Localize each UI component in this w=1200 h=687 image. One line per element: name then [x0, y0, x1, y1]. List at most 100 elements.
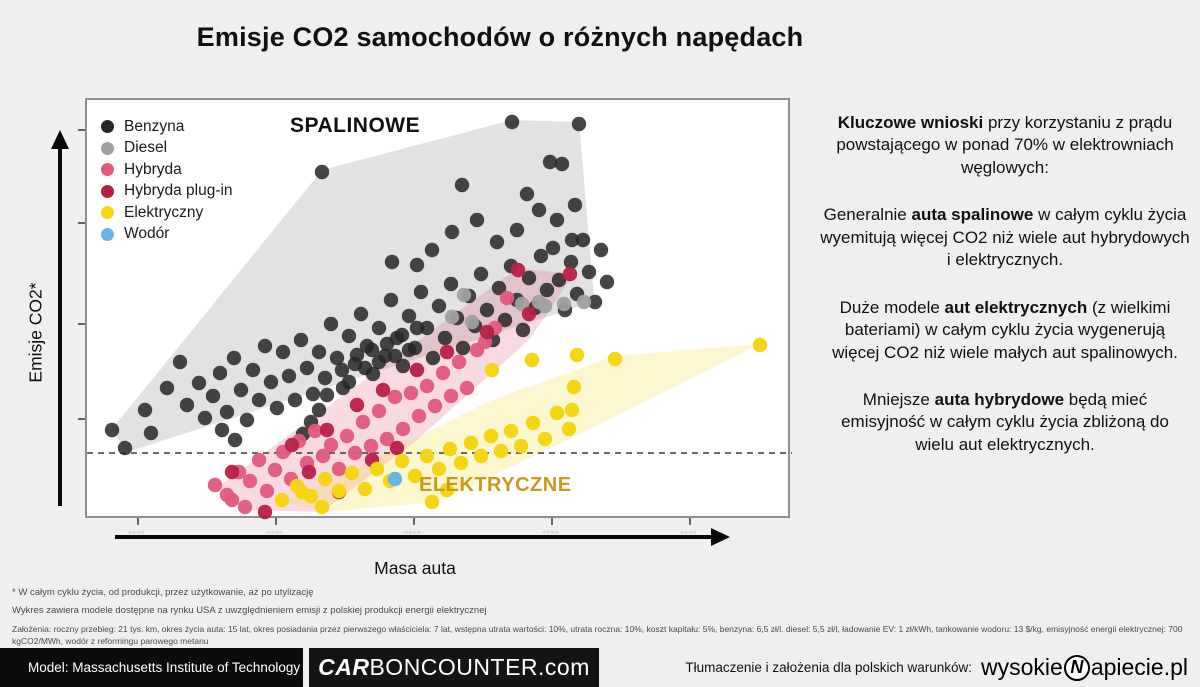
data-point-elektryczny	[569, 347, 585, 363]
data-point-benzyna	[104, 422, 120, 438]
data-point-benzyna	[531, 202, 547, 218]
legend-label: Elektryczny	[124, 203, 204, 221]
data-point-hybryda	[387, 389, 403, 405]
data-point-benzyna	[454, 177, 470, 193]
key-findings-panel: Kluczowe wnioski przy korzystaniu z prąd…	[820, 112, 1190, 481]
data-point-elektryczny	[483, 428, 499, 444]
legend-label: Diesel	[124, 139, 168, 157]
data-point-hybryda	[419, 378, 435, 394]
data-point-benzyna	[545, 240, 561, 256]
data-point-hybryda-plug-in	[521, 306, 537, 322]
data-point-elektryczny	[439, 482, 455, 498]
legend-item-wod-r: Wodór	[101, 224, 233, 246]
legend-label: Benzyna	[124, 117, 185, 135]
y-axis-arrowhead-icon	[51, 130, 69, 149]
data-point-benzyna	[143, 425, 159, 441]
data-point-benzyna	[444, 224, 460, 240]
data-point-hybryda	[403, 385, 419, 401]
data-point-diesel	[464, 314, 480, 330]
data-point-benzyna	[409, 257, 425, 273]
legend-dot-icon	[101, 163, 114, 177]
data-point-benzyna	[563, 254, 579, 270]
key-finding-paragraph-4: Mniejsze auta hybrydowe będą mieć emisyj…	[841, 389, 1169, 454]
data-point-diesel	[456, 287, 472, 303]
data-point-elektryczny	[344, 465, 360, 481]
data-point-hybryda	[237, 499, 253, 515]
data-point-benzyna	[469, 212, 485, 228]
data-point-benzyna	[329, 350, 345, 366]
data-point-benzyna	[117, 440, 133, 456]
footnote-assumptions: Założenia: roczny przebieg: 21 tys. km, …	[12, 624, 1183, 647]
y-axis-arrow	[58, 146, 62, 506]
x-axis-arrow	[115, 535, 713, 539]
legend-item-benzyna: Benzyna	[101, 116, 233, 138]
x-tick-label-faded: ▪▪▪▪	[128, 527, 146, 537]
data-point-benzyna	[319, 387, 335, 403]
data-point-wod-r	[387, 471, 403, 487]
legend-dot-icon	[101, 227, 114, 241]
data-point-hybryda	[259, 483, 275, 499]
data-point-hybryda-plug-in	[562, 266, 578, 282]
data-point-hybryda	[355, 414, 371, 430]
data-point-elektryczny	[442, 441, 458, 457]
data-point-benzyna	[341, 374, 357, 390]
data-point-benzyna	[275, 344, 291, 360]
x-tick-label-faded: ▪▪▪▪	[266, 527, 284, 537]
data-point-hybryda-plug-in	[284, 437, 300, 453]
data-point-hybryda-plug-in	[375, 382, 391, 398]
page-title: Emisje CO2 samochodów o różnych napędach	[196, 22, 804, 52]
x-tick	[689, 518, 691, 525]
data-point-benzyna	[299, 360, 315, 376]
data-point-hybryda-plug-in	[349, 397, 365, 413]
data-point-benzyna	[491, 280, 507, 296]
wysokienapiecie-n-icon: N	[1063, 654, 1090, 681]
x-tick	[551, 518, 553, 525]
data-point-elektryczny	[453, 455, 469, 471]
y-tick	[78, 323, 85, 325]
data-point-benzyna	[567, 197, 583, 213]
data-point-elektryczny	[513, 438, 529, 454]
data-point-diesel	[537, 298, 553, 314]
data-point-benzyna	[395, 358, 411, 374]
legend-item-diesel: Diesel	[101, 138, 233, 160]
data-point-elektryczny	[314, 499, 330, 515]
data-point-benzyna	[293, 332, 309, 348]
legend-dot-icon	[101, 141, 114, 155]
data-point-benzyna	[159, 380, 175, 396]
data-point-hybryda	[331, 461, 347, 477]
data-point-elektryczny	[561, 421, 577, 437]
data-point-elektryczny	[369, 461, 385, 477]
data-point-benzyna	[371, 354, 387, 370]
data-point-benzyna	[581, 264, 597, 280]
data-point-benzyna	[341, 328, 357, 344]
y-tick	[78, 129, 85, 131]
data-point-benzyna	[504, 114, 520, 130]
data-point-benzyna	[394, 327, 410, 343]
data-point-hybryda	[379, 431, 395, 447]
data-point-benzyna	[311, 402, 327, 418]
data-point-benzyna	[409, 320, 425, 336]
spalinowe-hull	[112, 120, 594, 452]
carboncounter-logo[interactable]: CAR BONCOUNTER.com	[309, 648, 599, 687]
data-point-benzyna	[593, 242, 609, 258]
data-point-elektryczny	[484, 362, 500, 378]
x-tick	[275, 518, 277, 525]
data-point-benzyna	[314, 164, 330, 180]
data-point-hybryda	[207, 477, 223, 493]
data-point-hybryda	[242, 473, 258, 489]
data-point-hybryda	[499, 290, 515, 306]
data-point-benzyna	[401, 342, 417, 358]
carboncounter-logo-prefix: CAR	[318, 654, 370, 680]
data-point-elektryczny	[463, 435, 479, 451]
footnote-lifecycle: * W całym cyklu życia, od produkcji, prz…	[12, 587, 314, 598]
data-point-benzyna	[564, 232, 580, 248]
scatter-plot: SPALINOWE ELEKTRYCZNE Benzyna Diesel Hybry…	[85, 98, 792, 520]
legend-dot-icon	[101, 120, 114, 134]
data-point-benzyna	[226, 350, 242, 366]
data-point-hybryda	[395, 421, 411, 437]
y-axis-label: Emisje CO2*	[25, 282, 46, 383]
data-point-benzyna	[533, 248, 549, 264]
data-point-benzyna	[443, 276, 459, 292]
